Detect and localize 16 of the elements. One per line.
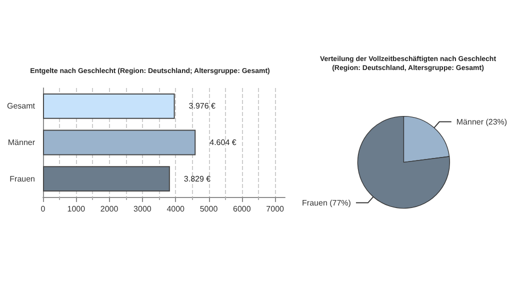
x-tick-label: 4000: [166, 204, 186, 214]
slice-label: Männer (23%): [456, 117, 508, 126]
x-tick-label: 3000: [134, 204, 152, 214]
x-tick-label: 2000: [100, 204, 119, 214]
y-tick-label: Gesamt: [6, 102, 36, 111]
y-tick-label: Männer: [8, 138, 36, 147]
slice-label: Frauen (77%): [302, 198, 352, 208]
data-label: 3.829 €: [184, 174, 212, 184]
x-tick-label: 6000: [233, 204, 252, 214]
x-tick-label: 0: [40, 204, 46, 214]
y-tick-label: Frauen: [10, 174, 35, 184]
x-tick-label: 1000: [67, 204, 86, 214]
x-tick-label: 7000: [266, 204, 285, 214]
x-tick-label: 5000: [200, 204, 218, 214]
data-label: 4.604 €: [210, 138, 237, 147]
data-label: 3.976 €: [188, 102, 216, 111]
